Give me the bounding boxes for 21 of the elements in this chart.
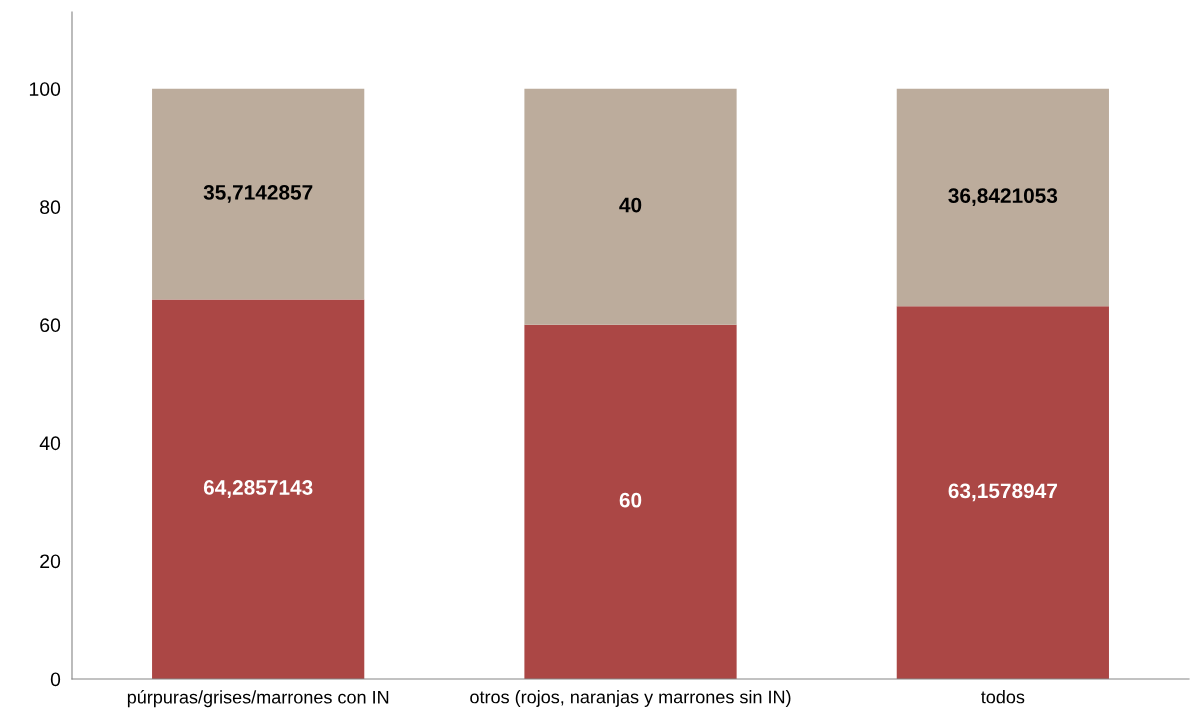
bar — [524, 88, 737, 325]
x-tick-label: púrpuras/grises/marrones con IN — [127, 690, 389, 708]
y-tick-label: 60 — [40, 318, 61, 333]
bar — [524, 324, 737, 679]
data-label: 36,8421053 — [948, 188, 1058, 207]
x-tick-label: otros (rojos, naranjas y marrones sin IN) — [470, 690, 791, 707]
data-label: 64,2857143 — [203, 480, 313, 498]
bar — [896, 306, 1109, 679]
bar — [896, 88, 1109, 307]
bar — [152, 299, 365, 679]
y-tick-label: 0 — [50, 672, 61, 687]
y-tick-label: 40 — [39, 436, 61, 451]
bar — [152, 88, 365, 300]
y-tick-label: 20 — [40, 554, 61, 569]
y-tick-label: 80 — [40, 200, 61, 215]
data-label: 63,1578947 — [948, 483, 1057, 502]
x-tick-label: todos — [981, 690, 1025, 704]
y-tick-label: 100 — [29, 82, 61, 96]
data-label: 40 — [619, 197, 642, 213]
data-label: 35,7142857 — [203, 184, 313, 203]
data-label: 60 — [619, 492, 642, 508]
